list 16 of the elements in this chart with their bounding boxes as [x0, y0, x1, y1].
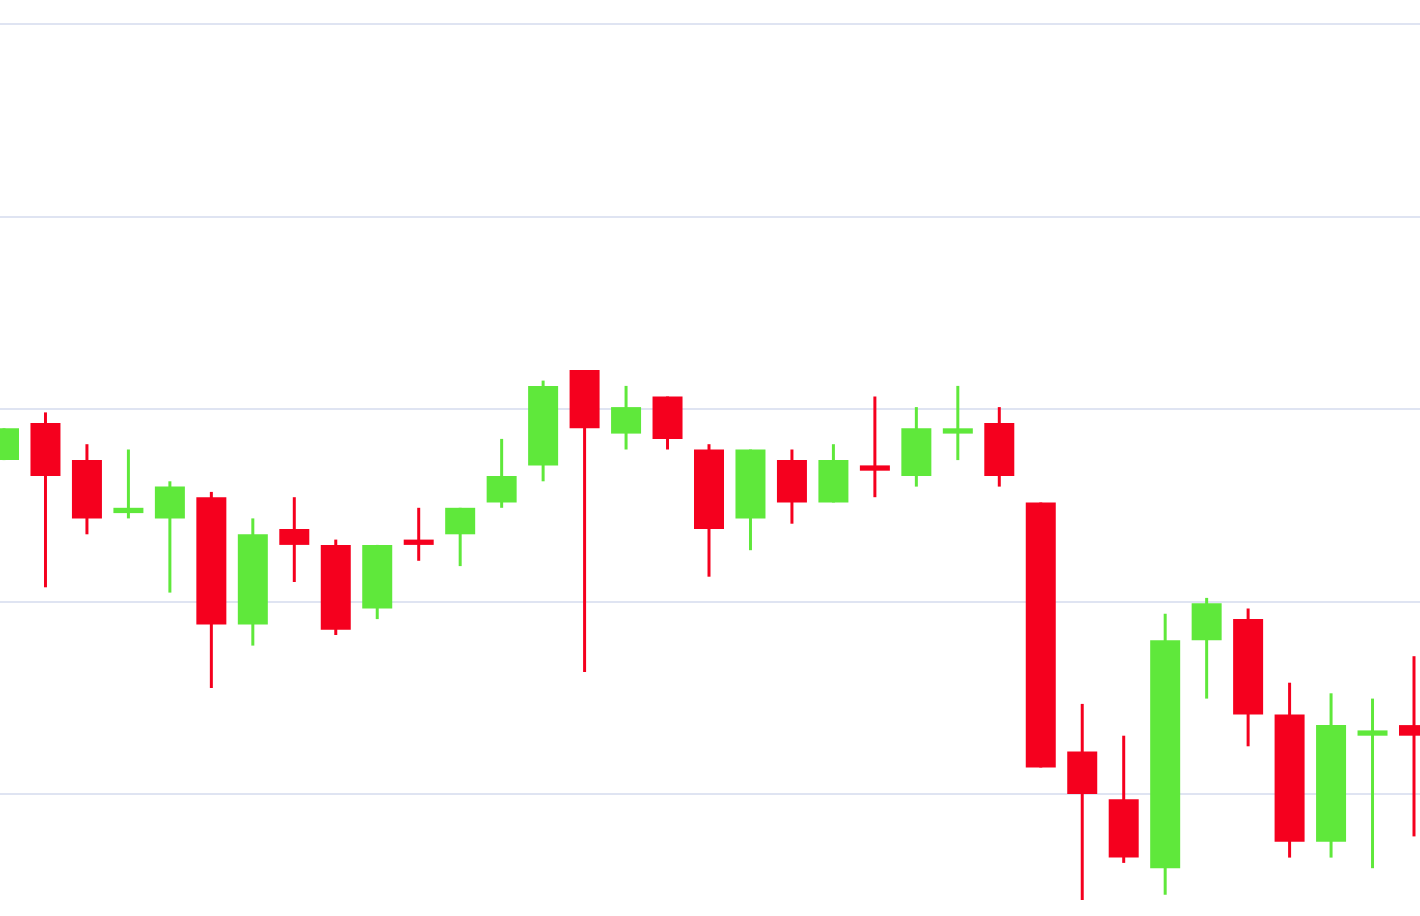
candlestick [154, 479, 185, 595]
candlestick [403, 506, 434, 563]
candlestick [113, 448, 144, 520]
candlestick [1067, 702, 1098, 902]
candlestick [776, 448, 807, 526]
candlestick [279, 495, 310, 584]
candlestick [942, 384, 973, 462]
candlestick [859, 395, 890, 499]
candlestick [486, 437, 517, 510]
candlestick [445, 506, 476, 568]
candlestick [611, 384, 642, 451]
candlestick [1191, 596, 1222, 701]
candlestick [901, 405, 932, 489]
candlestick [652, 395, 683, 451]
candlestick [818, 442, 849, 504]
candlestick [1357, 697, 1388, 870]
